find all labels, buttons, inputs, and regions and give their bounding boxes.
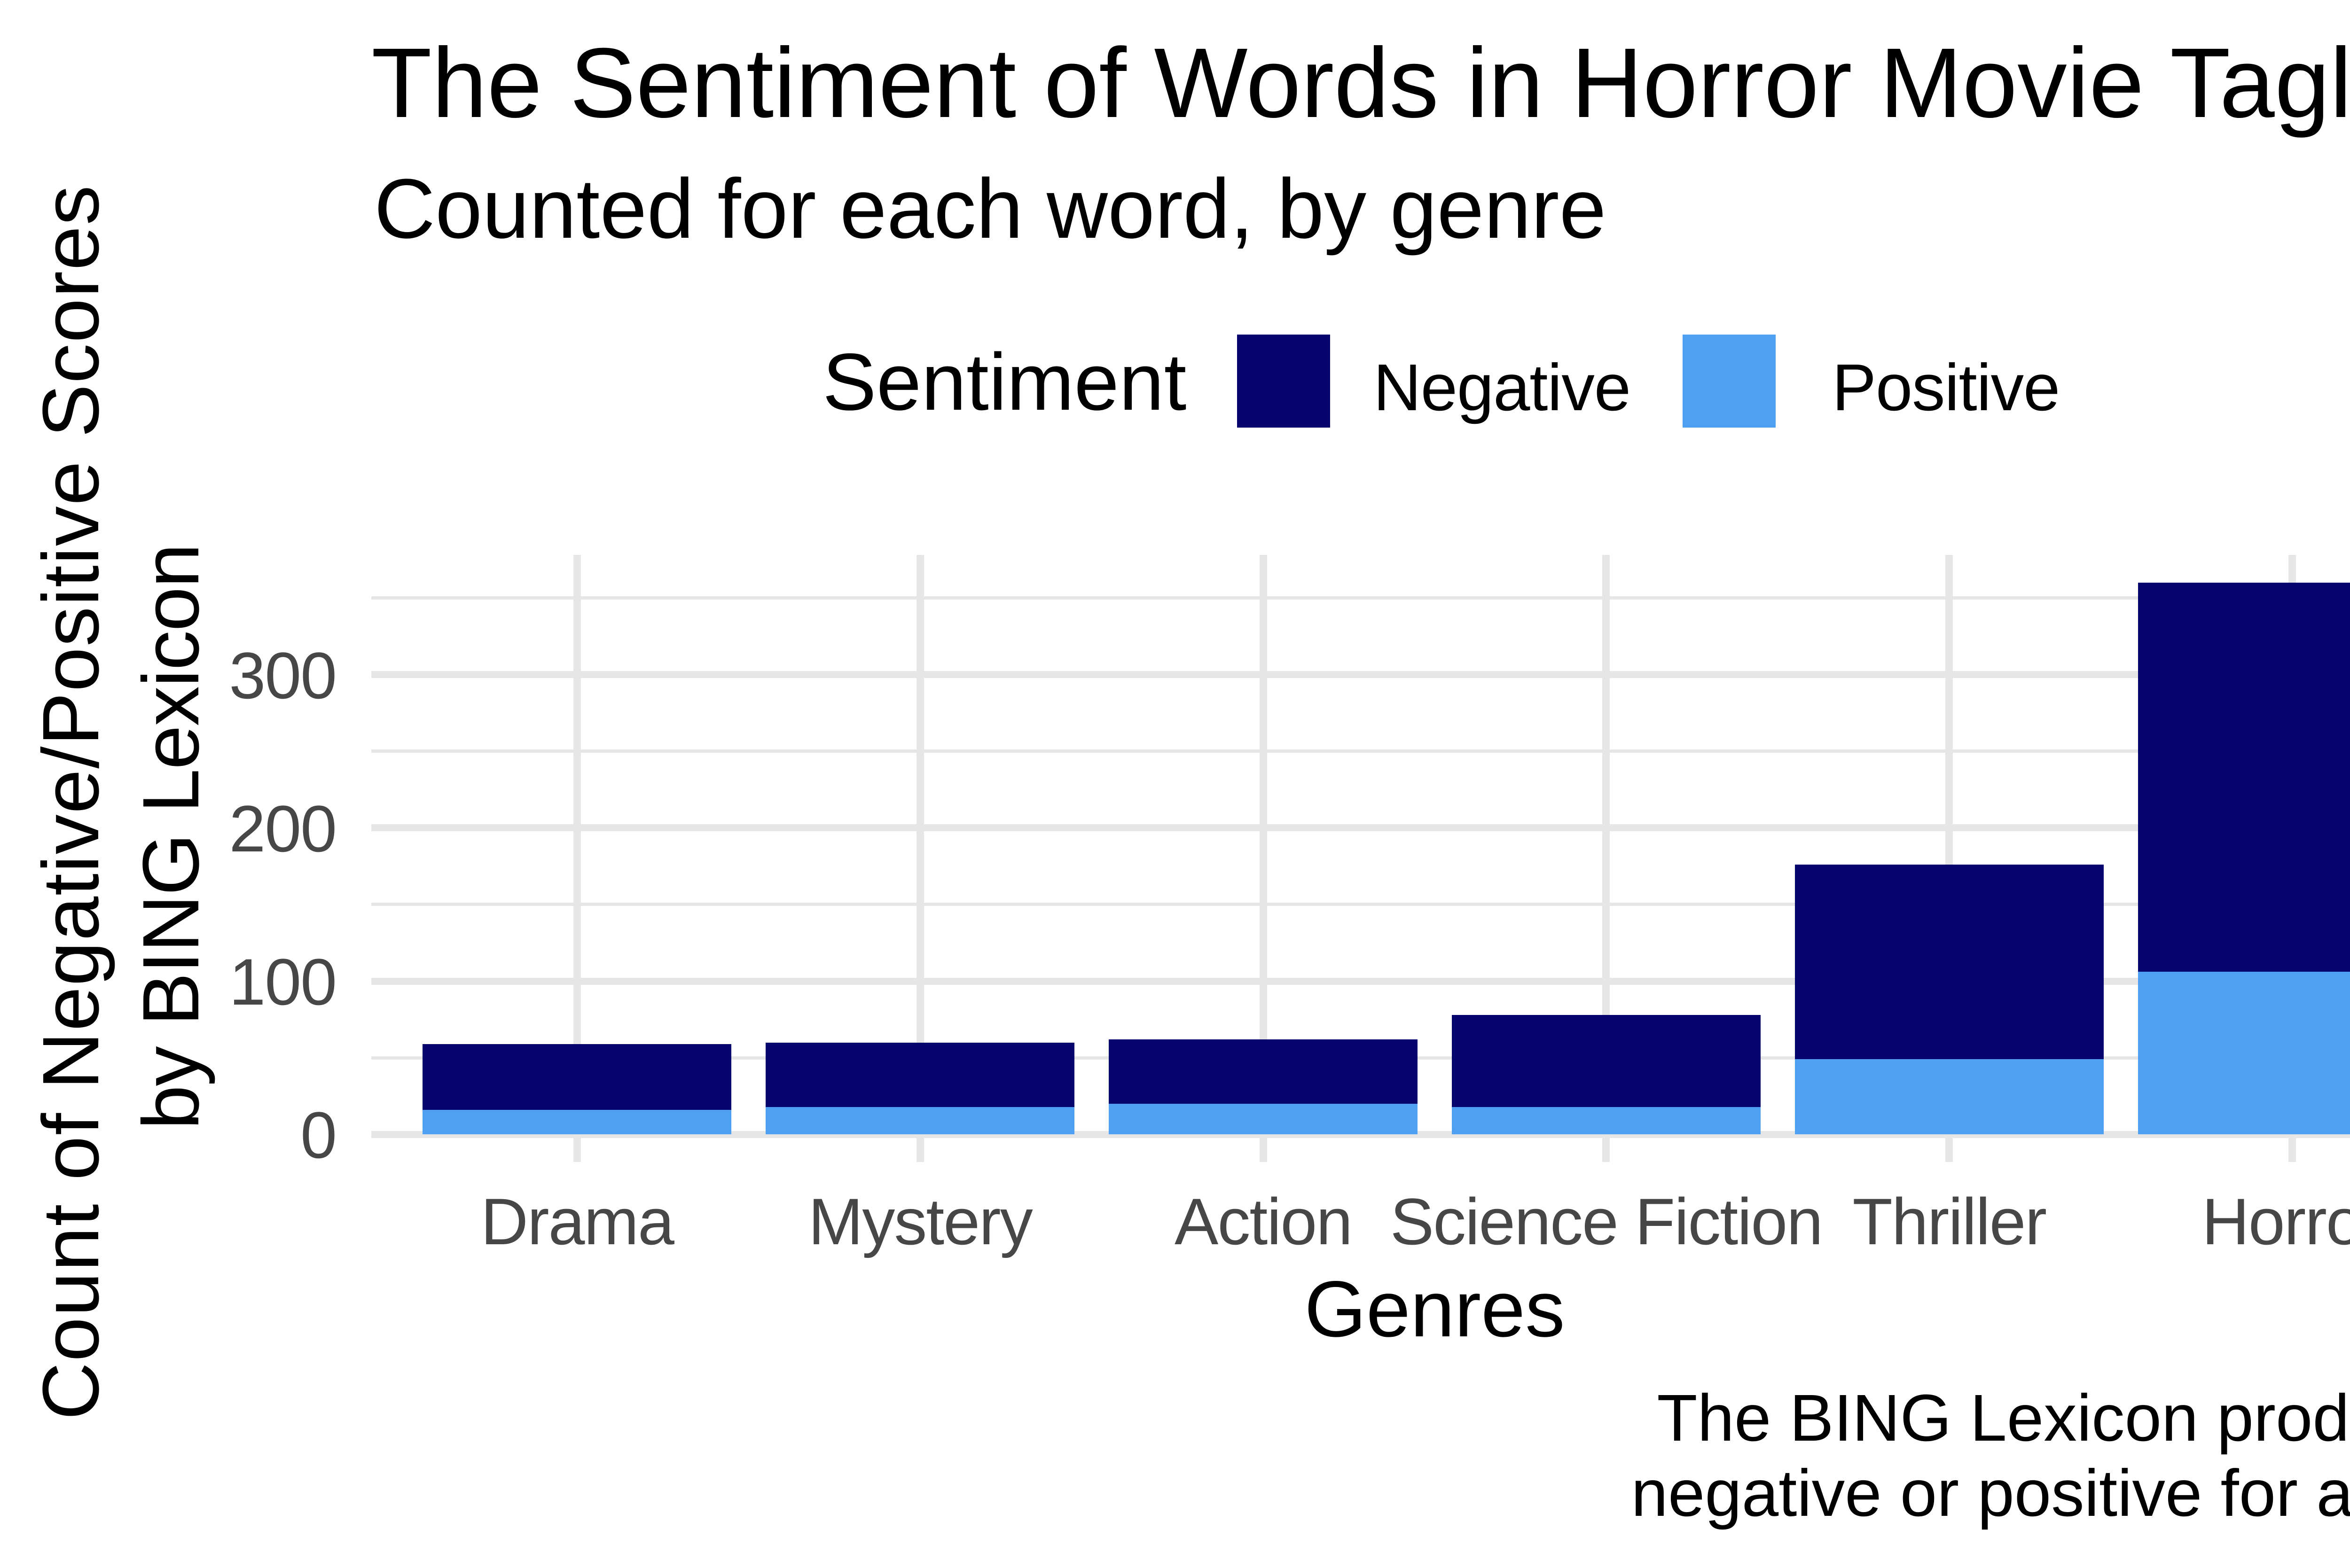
bar-1-positive xyxy=(766,1107,1075,1135)
gridline-vertical-0 xyxy=(573,555,581,1162)
gridline-vertical-1 xyxy=(916,555,924,1162)
bar-3-positive xyxy=(1451,1107,1761,1135)
y-tick-label-100: 100 xyxy=(229,945,337,1019)
y-axis-title-line2: by BING Lexicon xyxy=(126,544,216,1130)
gridline-vertical-3 xyxy=(1602,555,1610,1162)
y-tick-label-300: 300 xyxy=(229,638,337,712)
legend-label-negative: Negative xyxy=(1373,350,1631,424)
x-tick-label-0: Drama xyxy=(480,1184,674,1258)
gridline-major-300 xyxy=(371,671,2350,678)
caption-line1: The BING Lexicon produces xyxy=(1657,1381,2350,1455)
legend-label-positive: Positive xyxy=(1832,350,2060,424)
bar-4-positive xyxy=(1794,1059,2104,1135)
bar-1-negative xyxy=(766,1042,1075,1107)
bar-0-positive xyxy=(423,1110,732,1135)
bar-2-negative xyxy=(1109,1039,1418,1104)
legend-title: Sentiment xyxy=(822,337,1187,427)
gridline-minor-350 xyxy=(371,596,2350,600)
x-tick-label-4: Thriller xyxy=(1852,1184,2047,1258)
bar-0-negative xyxy=(423,1044,732,1110)
y-tick-label-200: 200 xyxy=(229,791,337,866)
bar-2-positive xyxy=(1109,1104,1418,1135)
caption-line2: negative or positive for a word xyxy=(1631,1456,2350,1530)
gridline-minor-150 xyxy=(371,903,2350,906)
plot-panel xyxy=(371,555,2350,1162)
y-tick-label-0: 0 xyxy=(300,1098,337,1172)
chart-subtitle: Counted for each word, by genre xyxy=(374,162,1606,256)
caption: The BING Lexicon produces negative or po… xyxy=(1486,1380,2350,1530)
bar-5-positive xyxy=(2138,972,2350,1135)
x-tick-label-2: Action xyxy=(1175,1184,1353,1258)
x-axis-title: Genres xyxy=(1304,1264,1565,1353)
gridline-vertical-2 xyxy=(1259,555,1267,1162)
x-tick-label-5: Horror xyxy=(2201,1184,2350,1258)
chart-title: The Sentiment of Words in Horror Movie T… xyxy=(371,27,2350,138)
bar-3-negative xyxy=(1451,1014,1761,1107)
x-tick-label-1: Mystery xyxy=(808,1184,1033,1258)
y-axis-title-line1: Count of Negative/Positive Scores xyxy=(26,184,116,1420)
x-tick-label-3: Science Fiction xyxy=(1390,1184,1823,1258)
legend-key-negative xyxy=(1237,335,1330,428)
gridline-minor-250 xyxy=(371,749,2350,753)
bar-5-negative xyxy=(2138,582,2350,972)
legend-key-positive xyxy=(1683,335,1776,428)
bar-4-negative xyxy=(1794,865,2104,1060)
gridline-major-200 xyxy=(371,824,2350,832)
